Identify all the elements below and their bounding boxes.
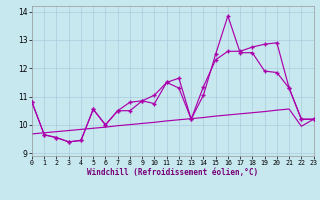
X-axis label: Windchill (Refroidissement éolien,°C): Windchill (Refroidissement éolien,°C)	[87, 168, 258, 177]
